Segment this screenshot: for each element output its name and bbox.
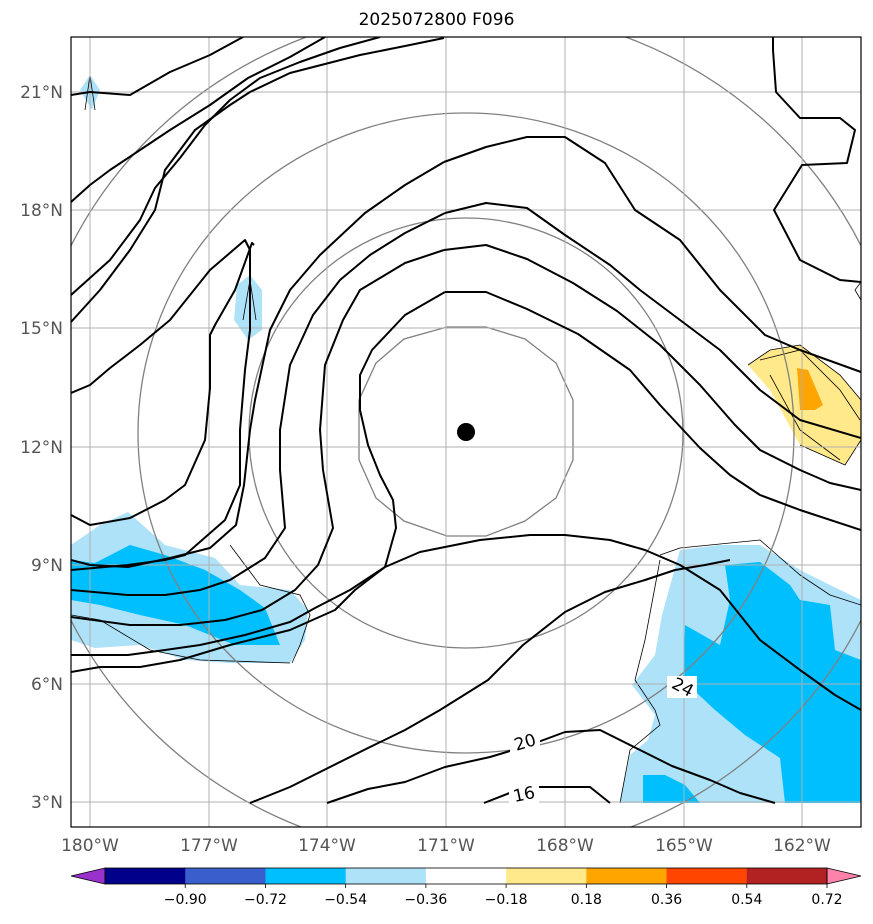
- contour-16: [326, 729, 776, 804]
- range-ring-3: [137, 112, 795, 754]
- contour-4: [443, 136, 861, 373]
- contour-ne: [772, 37, 861, 283]
- lon-tick-label: 162°W: [773, 836, 831, 856]
- colorbar-tick-label: 0.18: [571, 892, 602, 908]
- lon-tick-label: 165°W: [655, 836, 713, 856]
- map-content: 24 20 16: [71, 37, 861, 827]
- colorbar-tick-label: −0.90: [164, 892, 207, 908]
- colorbar-tick-label: −0.54: [324, 892, 367, 908]
- colorbar-tick-label: 0.36: [651, 892, 682, 908]
- colorbar-segment: [265, 868, 347, 884]
- contour-label-bg-24: [667, 676, 697, 698]
- lat-tick-label: 21°N: [20, 83, 63, 103]
- colorbar-segment: [506, 868, 587, 884]
- colorbar: −0.90 −0.72 −0.54 −0.36 −0.18 0.18 0.36 0.54 0.7…: [70, 867, 862, 908]
- shading-deepblue-south-small: [643, 775, 700, 803]
- contour-2: [443, 244, 861, 491]
- contour-3: [444, 202, 861, 439]
- contour-8: [71, 239, 251, 571]
- contour-label-bg-20: [510, 731, 540, 753]
- colorbar-extend-high: [826, 867, 862, 885]
- contour-6: [71, 37, 326, 203]
- graticule: [71, 37, 861, 827]
- contour-label-16: 16: [512, 783, 537, 807]
- contour-24: [71, 534, 861, 711]
- colorbar-segment: [105, 868, 186, 884]
- contour-10: [71, 37, 381, 296]
- shading-lightblue-small-west: [234, 275, 262, 340]
- colorbar-segment: [425, 868, 507, 884]
- lat-axis: 21°N 18°N 15°N 12°N 9°N 6°N 3°N: [20, 83, 63, 813]
- lat-tick-label: 15°N: [20, 319, 63, 339]
- colorbar-frame: [104, 867, 828, 885]
- contour-9: [71, 242, 255, 526]
- lon-tick-label: 171°W: [417, 836, 475, 856]
- colorbar-segment: [666, 868, 748, 884]
- lon-tick-label: 168°W: [536, 836, 594, 856]
- map-title: 2025072800 F096: [358, 10, 515, 30]
- lat-tick-label: 6°N: [31, 675, 63, 695]
- colorbar-tick-label: 0.54: [731, 892, 762, 908]
- shading-deepblue-southeast: [683, 562, 861, 803]
- lon-tick-label: 180°W: [61, 836, 119, 856]
- colorbar-extend-low: [70, 867, 106, 885]
- shading-orange-east: [797, 368, 823, 410]
- lat-tick-label: 9°N: [31, 556, 63, 576]
- lon-axis: 180°W 177°W 174°W 171°W 168°W 165°W 162°…: [61, 836, 831, 856]
- contour-innermost: [445, 291, 861, 531]
- contour-7: [71, 37, 244, 96]
- lat-tick-label: 3°N: [31, 793, 63, 813]
- colorbar-tick-label: 0.72: [811, 892, 842, 908]
- colorbar-segment: [345, 868, 427, 884]
- lon-tick-label: 177°W: [180, 836, 238, 856]
- colorbar-tick-label: −0.18: [485, 892, 528, 908]
- colorbar-tick-label: −0.36: [404, 892, 447, 908]
- contours: [71, 37, 861, 804]
- storm-center-marker: [457, 423, 475, 441]
- colorbar-tick-label: −0.72: [244, 892, 287, 908]
- contour-20: [249, 559, 731, 804]
- lat-tick-label: 18°N: [20, 201, 63, 221]
- lat-tick-label: 12°N: [20, 438, 63, 458]
- contour-label-bg-16: [509, 783, 539, 805]
- colorbar-segment: [746, 868, 828, 884]
- map-frame: [70, 36, 862, 828]
- range-ring-1: [358, 326, 574, 537]
- lon-tick-label: 174°W: [298, 836, 356, 856]
- colorbar-segment: [586, 868, 668, 884]
- colorbar-segment: [185, 868, 266, 884]
